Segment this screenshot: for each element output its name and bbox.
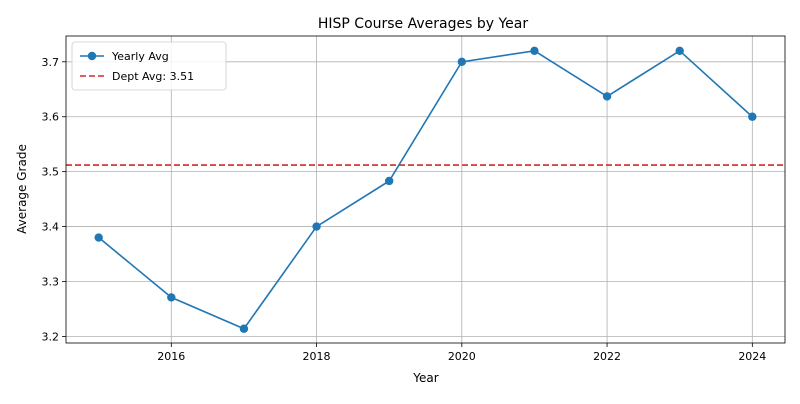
legend-box (71, 41, 227, 91)
data-point (675, 46, 684, 56)
chart-title: HISP Course Averages by Year (318, 16, 529, 32)
x-tick-label: 2016 (157, 350, 185, 363)
legend-swatch-marker (87, 51, 97, 61)
y-tick-label: 3.5 (42, 166, 60, 179)
y-tick-label: 3.4 (42, 221, 60, 234)
data-point (457, 57, 467, 67)
y-axis-label: Average Grade (15, 144, 29, 234)
x-tick-label: 2022 (593, 350, 621, 363)
y-tick-label: 3.7 (42, 56, 60, 69)
series-line (98, 49, 753, 330)
y-tick-label: 3.2 (42, 330, 60, 343)
tick-labels: 2016 2018 2020 2022 2024 3.2 3.3 3.4 3.5 3.6 3.7 (42, 56, 767, 363)
x-tick-label: 2020 (448, 350, 476, 363)
data-point (602, 92, 612, 101)
plot-frame (65, 35, 786, 344)
data-point (167, 293, 176, 302)
y-tick-label: 3.6 (42, 111, 60, 124)
data-point (94, 233, 103, 242)
y-tick-label: 3.3 (42, 275, 60, 288)
x-tick-label: 2018 (303, 350, 331, 363)
x-axis-label: Year (412, 371, 438, 385)
series-layer (94, 46, 757, 333)
data-point (748, 112, 757, 121)
legend-label: Yearly Avg (111, 50, 169, 63)
data-point (312, 222, 321, 231)
axes (65, 35, 786, 344)
x-tick-label: 2024 (738, 350, 766, 363)
legend: Yearly Avg Dept Avg: 3.51 (71, 41, 227, 91)
data-point (384, 176, 394, 186)
data-point (530, 46, 539, 56)
legend-label: Dept Avg: 3.51 (112, 70, 194, 83)
data-point (239, 324, 249, 333)
